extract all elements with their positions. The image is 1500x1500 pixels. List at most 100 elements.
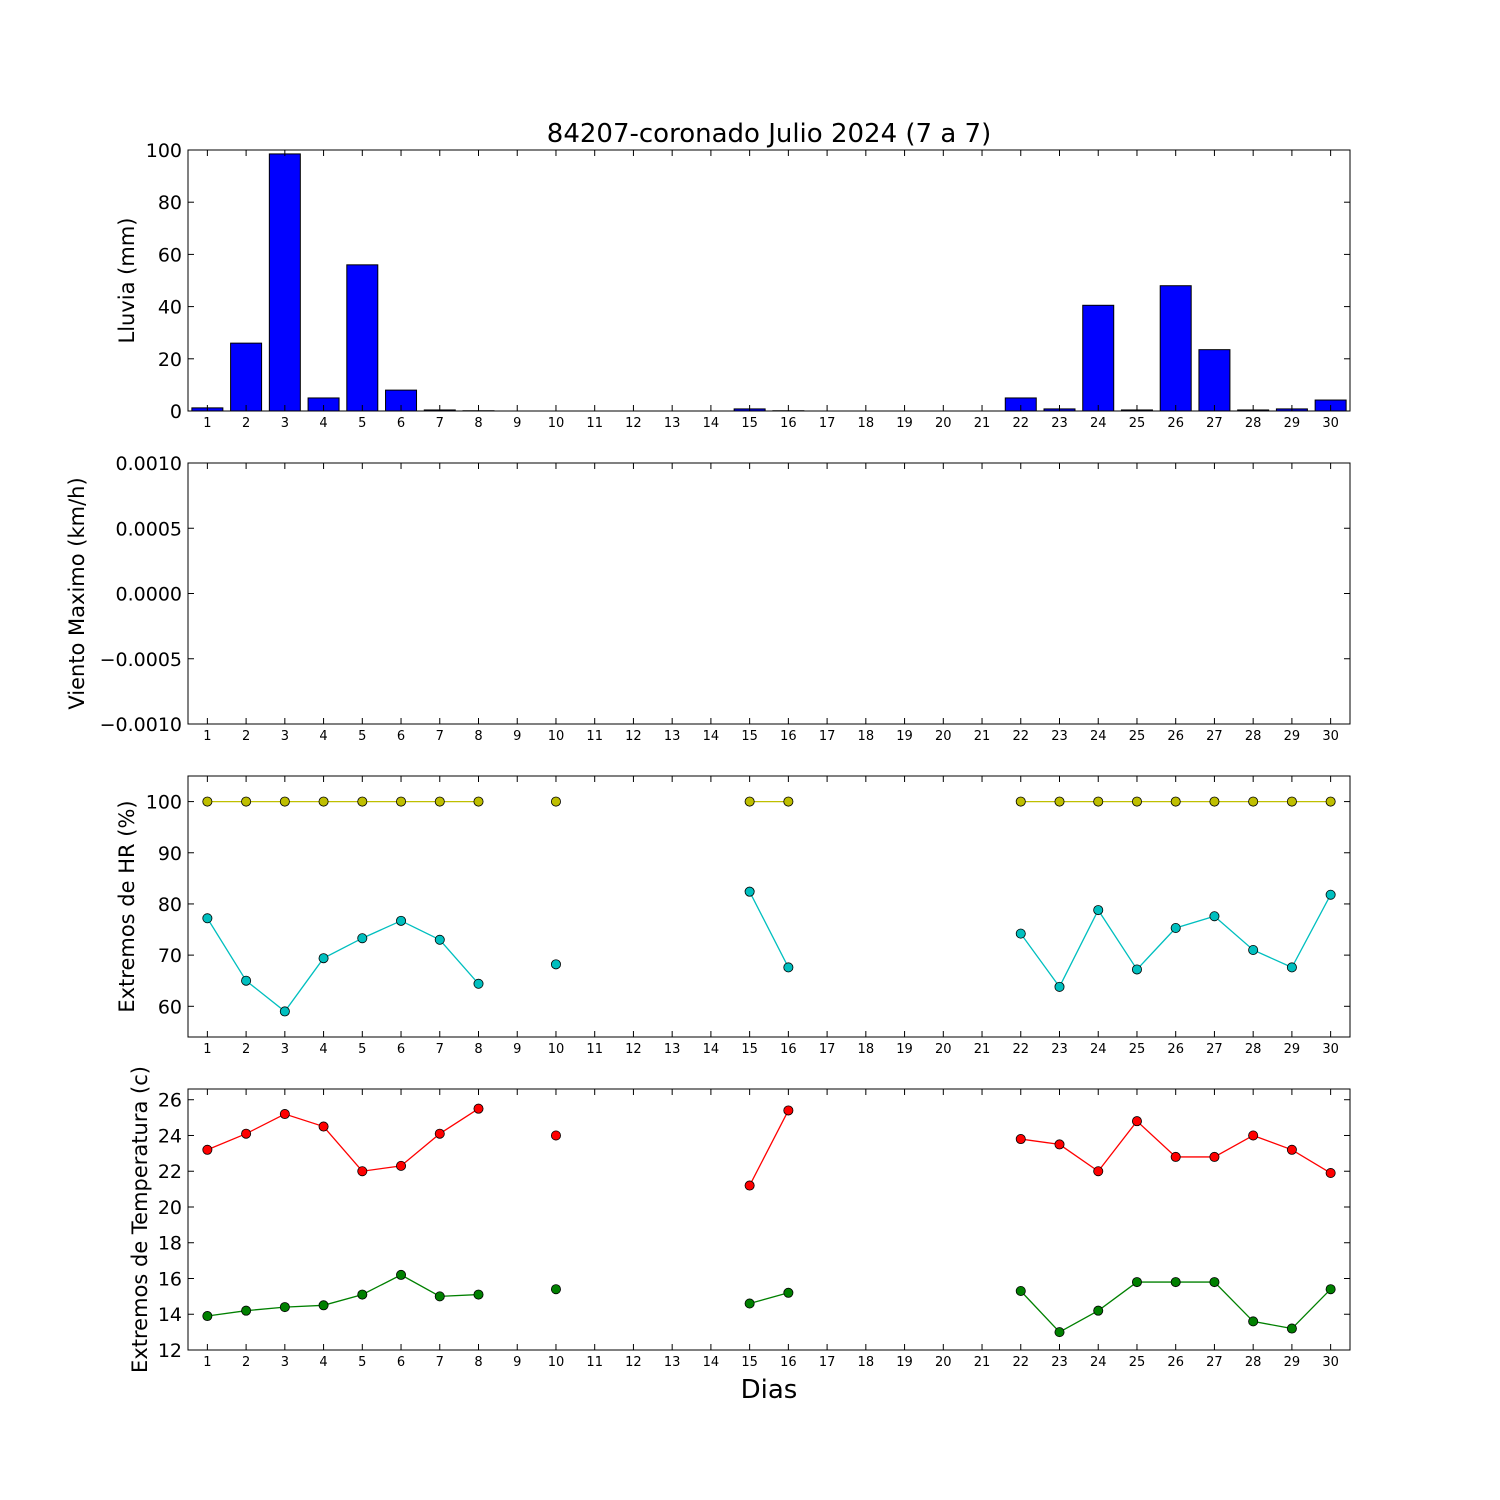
x-tick-label: 25 [1129, 1355, 1146, 1370]
x-tick-label: 19 [896, 1355, 913, 1370]
y-tick-label: 24 [158, 1125, 182, 1147]
x-tick-label: 27 [1206, 416, 1223, 431]
x-tick-label: 12 [625, 1355, 642, 1370]
x-tick-label: 4 [319, 729, 327, 744]
x-tick-label: 5 [358, 416, 366, 431]
hr_max-point-day-26 [1170, 796, 1181, 807]
y-tick-label: 80 [158, 192, 182, 214]
y-tick-label: 0.0005 [116, 518, 182, 540]
hr_min-point-day-24 [1093, 905, 1104, 916]
hr_max-point-day-6 [396, 796, 407, 807]
temp_max-point-day-16 [783, 1105, 794, 1116]
x-tick-label: 3 [281, 1042, 289, 1057]
x-tick-label: 1 [203, 729, 211, 744]
temp_max-point-day-29 [1286, 1144, 1297, 1155]
x-tick-label: 22 [1012, 1042, 1029, 1057]
x-tick-label: 23 [1051, 416, 1068, 431]
x-tick-label: 16 [780, 729, 797, 744]
hr_min-point-day-15 [744, 886, 755, 897]
y-tick-label: −0.0005 [100, 649, 182, 671]
x-tick-label: 12 [625, 1042, 642, 1057]
x-tick-label: 26 [1167, 729, 1184, 744]
hr_min-point-day-22 [1015, 928, 1026, 939]
y-tick-label: 12 [158, 1340, 182, 1362]
temp_max-point-day-1 [202, 1144, 213, 1155]
x-tick-label: 8 [474, 729, 482, 744]
temp_min-point-day-5 [357, 1289, 368, 1300]
x-tick-label: 28 [1245, 416, 1262, 431]
x-tick-label: 6 [397, 416, 405, 431]
x-tick-label: 16 [780, 416, 797, 431]
temp_max-point-day-27 [1209, 1151, 1220, 1162]
x-tick-label: 17 [819, 1355, 836, 1370]
x-tick-label: 6 [397, 729, 405, 744]
x-tick-label: 23 [1051, 1042, 1068, 1057]
rain-bar-day-26 [1159, 285, 1192, 412]
x-tick-label: 24 [1090, 1042, 1107, 1057]
y-axis-label-humidity: Extremos de HR (%) [115, 800, 139, 1012]
x-tick-label: 25 [1129, 1042, 1146, 1057]
x-tick-label: 25 [1129, 416, 1146, 431]
y-tick-label: 100 [146, 140, 182, 162]
temp_min-point-day-25 [1131, 1277, 1142, 1288]
temp_min-point-day-26 [1170, 1277, 1181, 1288]
x-tick-label: 17 [819, 416, 836, 431]
hr_max-point-day-23 [1054, 796, 1065, 807]
hr_max-point-day-22 [1015, 796, 1026, 807]
x-tick-label: 7 [436, 416, 444, 431]
x-tick-label: 21 [974, 416, 991, 431]
temp_min-point-day-4 [318, 1300, 329, 1311]
hr_min-point-day-23 [1054, 981, 1065, 992]
x-tick-label: 13 [664, 1355, 681, 1370]
x-tick-label: 1 [203, 1355, 211, 1370]
temp_max-line-segment-0 [207, 1108, 479, 1172]
x-tick-label: 7 [436, 1355, 444, 1370]
x-tick-label: 22 [1012, 416, 1029, 431]
temp_min-point-day-22 [1015, 1286, 1026, 1297]
x-tick-label: 14 [703, 729, 720, 744]
x-tick-label: 24 [1090, 1355, 1107, 1370]
hr_min-point-day-30 [1325, 889, 1336, 900]
x-tick-label: 26 [1167, 1355, 1184, 1370]
hr_max-point-day-16 [783, 796, 794, 807]
x-tick-label: 30 [1322, 1042, 1339, 1057]
temp_min-point-day-8 [473, 1289, 484, 1300]
x-tick-label: 17 [819, 1042, 836, 1057]
temp_min-point-day-3 [279, 1302, 290, 1313]
hr_max-point-day-28 [1248, 796, 1259, 807]
hr_min-point-day-5 [357, 933, 368, 944]
temp_max-point-day-2 [241, 1128, 252, 1139]
x-tick-label: 27 [1206, 729, 1223, 744]
x-tick-label: 15 [741, 416, 758, 431]
hr_min-point-day-1 [202, 913, 213, 924]
x-tick-label: 11 [586, 1355, 603, 1370]
y-tick-label: 20 [158, 1197, 182, 1219]
panel-frame [187, 149, 1351, 412]
x-tick-label: 9 [513, 416, 521, 431]
x-tick-label: 10 [548, 416, 565, 431]
y-tick-label: 16 [158, 1268, 182, 1290]
x-tick-label: 21 [974, 1042, 991, 1057]
x-tick-label: 8 [474, 416, 482, 431]
x-tick-label: 26 [1167, 416, 1184, 431]
temp_min-point-day-10 [550, 1284, 561, 1295]
x-tick-label: 12 [625, 416, 642, 431]
hr_min-point-day-2 [241, 975, 252, 986]
x-tick-label: 23 [1051, 729, 1068, 744]
x-tick-label: 15 [741, 729, 758, 744]
y-tick-label: 14 [158, 1304, 182, 1326]
panel-frame [187, 1088, 1351, 1351]
temp_min-point-day-6 [396, 1269, 407, 1280]
x-tick-label: 9 [513, 1042, 521, 1057]
y-tick-label: 22 [158, 1161, 182, 1183]
temp_min-line-segment-0 [207, 1274, 479, 1317]
hr_min-point-day-6 [396, 915, 407, 926]
x-tick-label: 24 [1090, 416, 1107, 431]
x-tick-label: 20 [935, 729, 952, 744]
temp_max-point-day-4 [318, 1121, 329, 1132]
x-tick-label: 8 [474, 1355, 482, 1370]
y-tick-label: 0.0000 [116, 584, 182, 606]
x-tick-label: 1 [203, 416, 211, 431]
x-tick-label: 3 [281, 416, 289, 431]
